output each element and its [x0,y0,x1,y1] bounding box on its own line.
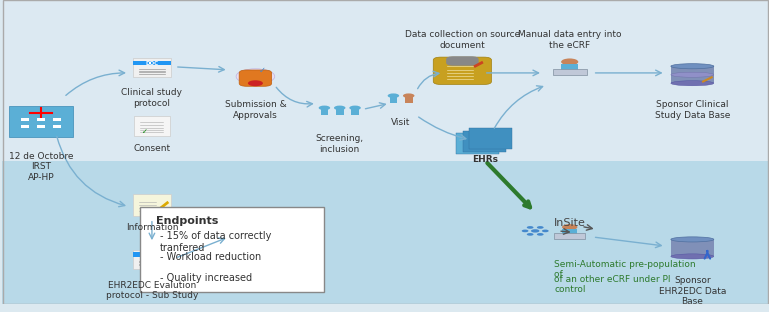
Circle shape [248,80,263,86]
Text: Consent: Consent [133,144,171,153]
FancyBboxPatch shape [405,97,412,103]
FancyBboxPatch shape [390,97,398,103]
FancyBboxPatch shape [37,118,45,121]
Circle shape [403,93,414,98]
FancyBboxPatch shape [133,250,171,269]
FancyBboxPatch shape [671,239,714,256]
Text: DOC: DOC [145,61,158,66]
FancyBboxPatch shape [239,70,271,86]
FancyBboxPatch shape [37,125,45,129]
FancyBboxPatch shape [321,110,328,115]
Text: - Workload reduction: - Workload reduction [160,252,261,262]
Ellipse shape [671,72,714,77]
Text: ✓: ✓ [141,210,147,216]
FancyBboxPatch shape [53,125,61,129]
FancyBboxPatch shape [456,133,499,154]
Text: of an other eCRF under PI
control: of an other eCRF under PI control [554,275,671,294]
Text: Data collection on source
document: Data collection on source document [404,30,520,50]
FancyBboxPatch shape [336,110,344,115]
FancyBboxPatch shape [554,233,585,239]
FancyBboxPatch shape [141,207,325,292]
Circle shape [537,233,544,236]
Text: Submission &
Approvals: Submission & Approvals [225,100,286,120]
Text: Information: Information [125,223,178,232]
FancyBboxPatch shape [671,66,714,83]
Circle shape [562,224,578,230]
Circle shape [531,229,539,232]
FancyBboxPatch shape [21,125,28,129]
Text: Manual data entry into
the eCRF: Manual data entry into the eCRF [518,30,621,50]
Ellipse shape [671,254,714,259]
Text: Endpoints: Endpoints [156,216,218,226]
FancyBboxPatch shape [133,252,171,257]
Text: Sponsor
EHR2EDC Data
Base: Sponsor EHR2EDC Data Base [659,276,726,306]
FancyBboxPatch shape [135,116,169,136]
Circle shape [527,233,534,236]
Circle shape [537,226,544,229]
FancyBboxPatch shape [469,128,512,149]
FancyBboxPatch shape [8,105,73,138]
Text: Clinical study
protocol: Clinical study protocol [122,88,182,108]
FancyBboxPatch shape [2,161,769,304]
Circle shape [527,226,534,229]
Text: - 15% of data correctly
tranfered: - 15% of data correctly tranfered [160,231,271,252]
Circle shape [521,230,528,232]
FancyBboxPatch shape [561,64,578,71]
Text: InSite: InSite [554,218,586,228]
Text: - Quality increased: - Quality increased [160,273,251,283]
FancyBboxPatch shape [133,194,171,216]
Circle shape [561,58,578,65]
FancyBboxPatch shape [553,69,587,76]
FancyBboxPatch shape [562,229,578,235]
Text: Semi-Automatic pre-population
of: Semi-Automatic pre-population of [554,260,696,279]
Text: DOC: DOC [145,252,158,257]
Ellipse shape [671,64,714,69]
FancyBboxPatch shape [133,61,171,65]
FancyBboxPatch shape [463,130,505,152]
FancyBboxPatch shape [21,118,28,121]
FancyBboxPatch shape [2,0,769,161]
FancyBboxPatch shape [351,110,359,115]
Circle shape [349,105,361,110]
Circle shape [388,93,399,98]
Circle shape [236,69,275,84]
Ellipse shape [671,81,714,86]
Circle shape [334,105,345,110]
Text: Screening,
inclusion: Screening, inclusion [315,134,364,154]
Text: EHR2EDC Evalution
protocol - Sub Study: EHR2EDC Evalution protocol - Sub Study [106,281,198,300]
Ellipse shape [671,237,714,242]
Text: ✓: ✓ [258,66,265,75]
Text: Sponsor Clinical
Study Data Base: Sponsor Clinical Study Data Base [654,100,730,120]
Text: Visit: Visit [391,119,411,128]
Circle shape [542,230,549,232]
Text: ✓: ✓ [142,129,148,135]
Circle shape [318,105,330,110]
FancyBboxPatch shape [433,57,491,85]
Text: 12 de Octobre
IRST
AP-HP: 12 de Octobre IRST AP-HP [8,152,73,182]
FancyBboxPatch shape [446,56,478,66]
FancyBboxPatch shape [133,58,171,77]
Text: EHRs: EHRs [472,155,498,164]
FancyBboxPatch shape [53,118,61,121]
